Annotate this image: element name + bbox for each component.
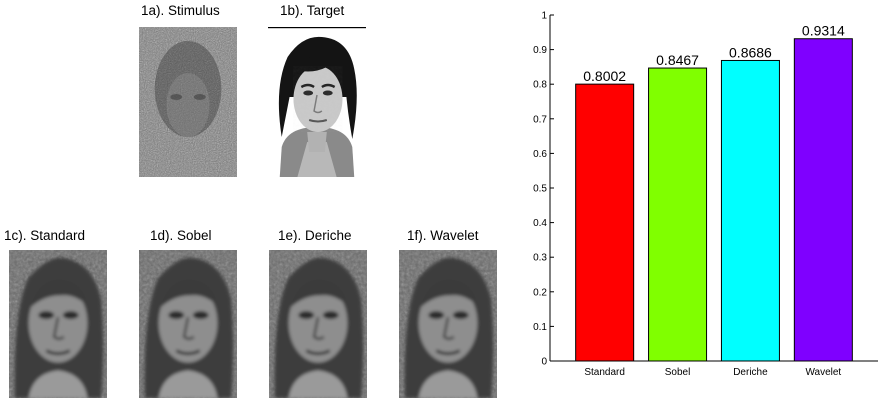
panel-title-sobel: 1d). Sobel <box>150 228 212 243</box>
panel-title-standard: 1c). Standard <box>4 228 86 243</box>
1e-face-picture <box>269 250 367 398</box>
1c-face-picture <box>9 250 107 398</box>
similarity-bar-chart: 0 0.1 0.2 0.3 0.4 0.5 0.6 0.7 0.8 0.9 1 0.8002 Stand… <box>533 11 878 378</box>
panel-title-stimulus: 1a). Stimulus <box>141 3 220 18</box>
bar-wavelet <box>793 38 853 362</box>
panel-title-target: 1b). Target <box>280 3 345 18</box>
sobel-recon-image <box>139 250 237 398</box>
y-tick-label: 0.9 <box>533 45 547 56</box>
bar-deriche <box>720 59 780 362</box>
y-tick-label: 0.8 <box>533 80 547 91</box>
1a-face-picture <box>139 27 237 177</box>
deriche-recon-image <box>269 250 367 398</box>
y-tick-label: 0.2 <box>533 287 547 298</box>
x-tick-label: Deriche <box>733 367 768 378</box>
y-tick-label: 0.4 <box>533 218 547 229</box>
bar-standard <box>575 83 635 362</box>
y-tick-label: 0.7 <box>533 114 547 125</box>
y-tick-label: 0.3 <box>533 253 547 264</box>
y-tick-label: 0.6 <box>533 149 547 160</box>
y-tick-label: 1 <box>541 11 547 22</box>
y-tick-label: 0.5 <box>533 184 547 195</box>
bar-sobel <box>648 67 708 362</box>
panel-title-wavelet: 1f). Wavelet <box>407 228 479 243</box>
bar-value-label: 0.8002 <box>583 68 626 84</box>
y-tick-label: 0 <box>541 357 547 368</box>
bar-value-label: 0.8686 <box>729 44 772 60</box>
bar-value-label: 0.9314 <box>802 23 845 39</box>
y-tick-label: 0.1 <box>533 322 547 333</box>
x-tick-label: Standard <box>584 367 625 378</box>
1b-face-picture <box>268 27 366 177</box>
x-tick-label: Wavelet <box>805 367 841 378</box>
wavelet-recon-image <box>399 250 497 398</box>
1f-face-picture <box>399 250 497 398</box>
1d-face-picture <box>139 250 237 398</box>
standard-recon-image <box>9 250 107 398</box>
x-tick-label: Sobel <box>665 367 691 378</box>
target-image <box>268 27 366 177</box>
stimulus-image <box>139 27 237 177</box>
bar-value-label: 0.8467 <box>656 52 699 68</box>
panel-title-deriche: 1e). Deriche <box>278 228 352 243</box>
